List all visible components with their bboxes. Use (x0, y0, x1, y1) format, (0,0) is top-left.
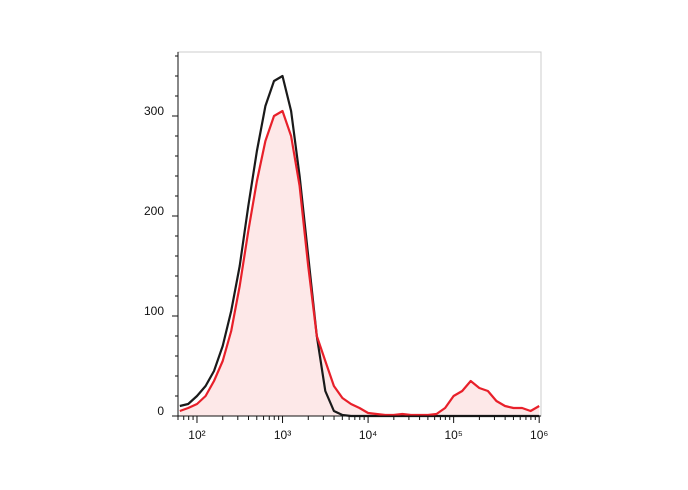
x-tick-label: 10² (188, 428, 205, 442)
y-tick-label: 200 (144, 204, 164, 218)
x-tick-label: 10³ (274, 428, 291, 442)
histogram-line (179, 109, 540, 417)
area (179, 111, 540, 416)
x-tick-label: 10⁶ (530, 428, 548, 442)
x-tick-label: 10⁴ (359, 428, 378, 442)
y-tick-label: 100 (144, 304, 164, 318)
y-tick-label: 0 (157, 404, 164, 418)
x-tick-label: 10⁵ (444, 428, 462, 442)
y-tick-label: 300 (144, 104, 164, 118)
